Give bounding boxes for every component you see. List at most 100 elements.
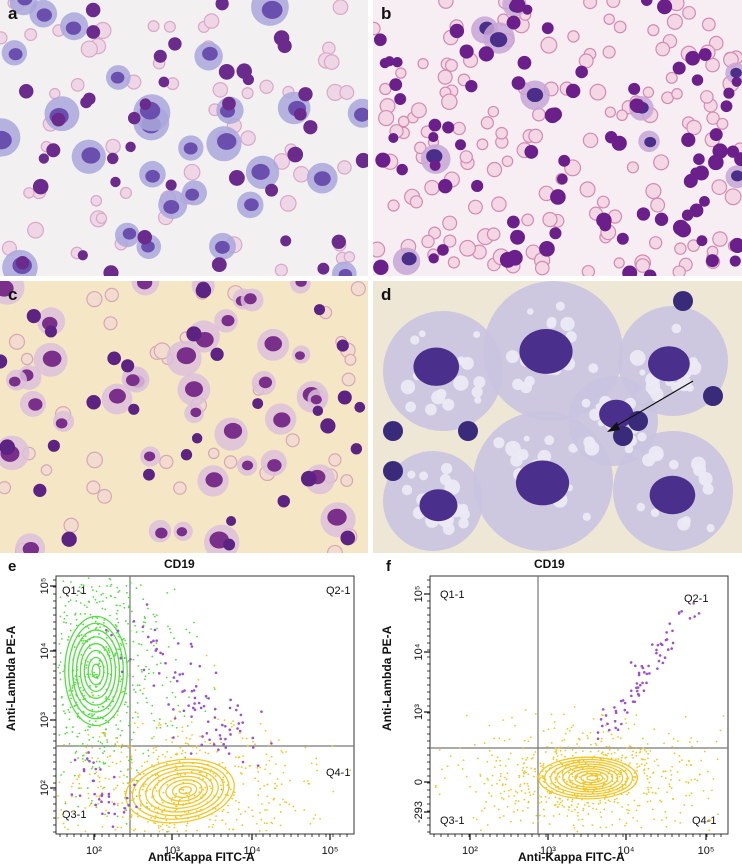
event-dot xyxy=(637,671,641,675)
event-dot xyxy=(161,652,165,656)
event-dot xyxy=(88,713,91,715)
event-dot xyxy=(214,728,218,732)
event-dot xyxy=(102,717,104,720)
event-dot xyxy=(108,651,111,654)
event-dot xyxy=(218,763,221,765)
event-dot xyxy=(105,596,108,599)
event-dot xyxy=(104,762,107,765)
event-dot xyxy=(692,602,695,605)
event-dot xyxy=(68,711,71,714)
event-dot xyxy=(274,782,276,785)
event-dot xyxy=(280,783,283,786)
event-dot xyxy=(626,808,629,811)
event-dot xyxy=(150,628,153,630)
event-dot xyxy=(104,735,107,738)
event-dot xyxy=(94,772,96,775)
event-dot xyxy=(166,783,169,786)
event-dot xyxy=(619,699,623,703)
event-dot xyxy=(480,829,482,832)
event-dot xyxy=(499,775,502,778)
event-dot xyxy=(647,786,649,789)
event-dot xyxy=(643,772,646,774)
event-dot xyxy=(550,764,553,767)
event-dot xyxy=(241,824,244,826)
event-dot xyxy=(638,751,641,754)
event-dot xyxy=(175,679,179,683)
event-dot xyxy=(527,773,530,776)
event-dot xyxy=(174,809,177,812)
event-dot xyxy=(260,710,263,713)
event-dot xyxy=(599,799,602,802)
event-dot xyxy=(530,757,533,760)
event-dot xyxy=(232,724,235,726)
event-dot xyxy=(636,763,638,765)
event-dot xyxy=(476,757,479,760)
event-dot xyxy=(114,596,116,599)
event-dot xyxy=(110,633,113,637)
event-dot xyxy=(495,759,498,762)
event-dot xyxy=(552,758,555,761)
event-dot xyxy=(105,631,108,634)
event-dot xyxy=(155,746,157,749)
event-dot xyxy=(561,799,564,802)
plot-area xyxy=(429,575,729,835)
event-dot xyxy=(583,803,586,806)
event-dot xyxy=(171,691,174,694)
event-dot xyxy=(273,817,276,820)
event-dot xyxy=(217,796,220,798)
event-dot xyxy=(91,715,94,718)
event-dot xyxy=(526,756,529,759)
flow-plot-panel-f: f CD19 Anti-Lambda PE-A Anti-Kappa FITC-… xyxy=(372,556,742,868)
event-dot xyxy=(516,809,519,811)
event-dot xyxy=(119,770,122,773)
event-dot xyxy=(635,809,638,812)
event-dot xyxy=(57,794,59,797)
event-dot xyxy=(617,749,619,751)
event-dot xyxy=(632,816,635,819)
event-dot xyxy=(600,740,603,743)
event-dot xyxy=(143,830,146,833)
event-dot xyxy=(149,788,152,791)
event-dot xyxy=(67,708,70,711)
event-dot xyxy=(236,704,240,707)
event-dot xyxy=(120,678,123,681)
event-dot xyxy=(613,719,617,723)
event-dot xyxy=(120,826,123,829)
event-dot xyxy=(548,823,551,825)
event-dot xyxy=(107,811,110,815)
event-dot xyxy=(653,760,656,763)
event-dot xyxy=(170,756,172,759)
event-dot xyxy=(155,614,158,617)
event-dot xyxy=(100,785,102,788)
event-dot xyxy=(559,749,562,752)
event-dot xyxy=(645,681,648,685)
panel-letter-f: f xyxy=(386,558,391,575)
event-dot xyxy=(671,641,675,645)
event-dot xyxy=(158,830,161,833)
event-dot xyxy=(88,773,91,776)
event-dot xyxy=(157,779,160,782)
event-dot xyxy=(134,624,137,627)
event-dot xyxy=(522,775,525,778)
event-dot xyxy=(619,769,622,772)
event-dot xyxy=(279,811,282,813)
event-dot xyxy=(83,694,86,697)
event-dot xyxy=(159,726,162,729)
event-dot xyxy=(128,745,131,748)
event-dot xyxy=(502,719,504,722)
event-dot xyxy=(165,762,168,765)
event-dot xyxy=(252,815,254,818)
event-dot xyxy=(190,715,193,718)
event-dot xyxy=(666,791,668,794)
event-dot xyxy=(91,691,93,694)
event-dot xyxy=(577,803,580,805)
event-dot xyxy=(601,751,604,754)
event-dot xyxy=(224,746,228,749)
event-dot xyxy=(90,586,93,588)
event-dot xyxy=(73,705,76,707)
event-dot xyxy=(129,704,132,707)
event-dot xyxy=(65,726,68,729)
event-dot xyxy=(100,800,103,804)
event-dot xyxy=(92,693,94,696)
event-dot xyxy=(80,653,83,656)
